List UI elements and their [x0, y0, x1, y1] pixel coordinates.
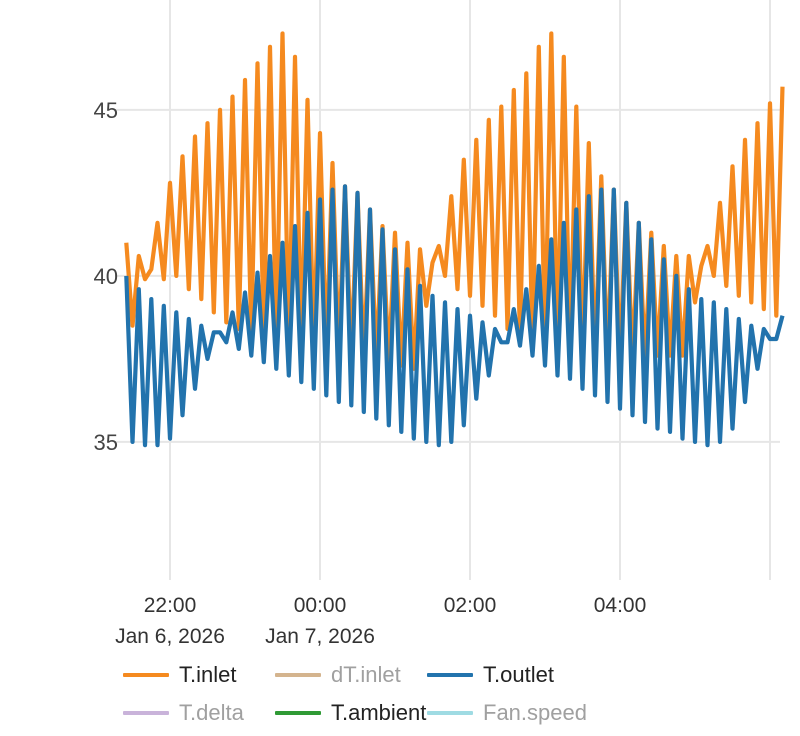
x-axis: 22:00 Jan 6, 2026 00:00 Jan 7, 2026 02:00 04:… [115, 594, 646, 648]
legend-item-fan-speed[interactable]: Fan.speed [427, 698, 587, 728]
legend-label: dT.inlet [331, 662, 401, 687]
series-line-t-inlet [124, 31, 785, 371]
legend-label: T.ambient [331, 700, 427, 725]
y-tick-label: 40 [94, 264, 118, 289]
x-tick-label: 02:00 [444, 594, 497, 617]
x-tick-date: Jan 6, 2026 [115, 625, 225, 648]
legend-swatch [427, 673, 473, 677]
legend-swatch [275, 711, 321, 715]
legend-swatch [275, 673, 321, 677]
line-chart: 35 40 45 22:00 Jan 6, 2026 00:00 Jan 7, 2026 0… [94, 0, 785, 648]
legend-item-dt-inlet[interactable]: dT.inlet [275, 660, 401, 690]
legend-item-t-outlet[interactable]: T.outlet [427, 660, 554, 690]
legend-label: T.outlet [483, 662, 554, 687]
x-tick-date: Jan 7, 2026 [265, 625, 375, 648]
legend-swatch [123, 711, 169, 715]
y-tick-label: 35 [94, 430, 118, 455]
legend-swatch [427, 711, 473, 715]
x-tick-label: 00:00 [294, 594, 347, 617]
legend-item-t-delta[interactable]: T.delta [123, 698, 244, 728]
y-axis: 35 40 45 [94, 98, 118, 455]
legend-label: T.inlet [179, 662, 237, 687]
legend-item-t-ambient[interactable]: T.ambient [275, 698, 426, 728]
legend-swatch [123, 673, 169, 677]
legend-label: Fan.speed [483, 700, 587, 725]
series-line-t-outlet [124, 184, 785, 448]
y-tick-label: 45 [94, 98, 118, 123]
x-tick-label: 22:00 [144, 594, 197, 617]
legend: T.inlet dT.inlet T.outlet T.delta T.ambient F… [0, 655, 800, 735]
legend-item-t-inlet[interactable]: T.inlet [123, 660, 236, 690]
x-tick-label: 04:00 [594, 594, 647, 617]
legend-label: T.delta [179, 700, 244, 725]
series-lines [124, 31, 785, 448]
